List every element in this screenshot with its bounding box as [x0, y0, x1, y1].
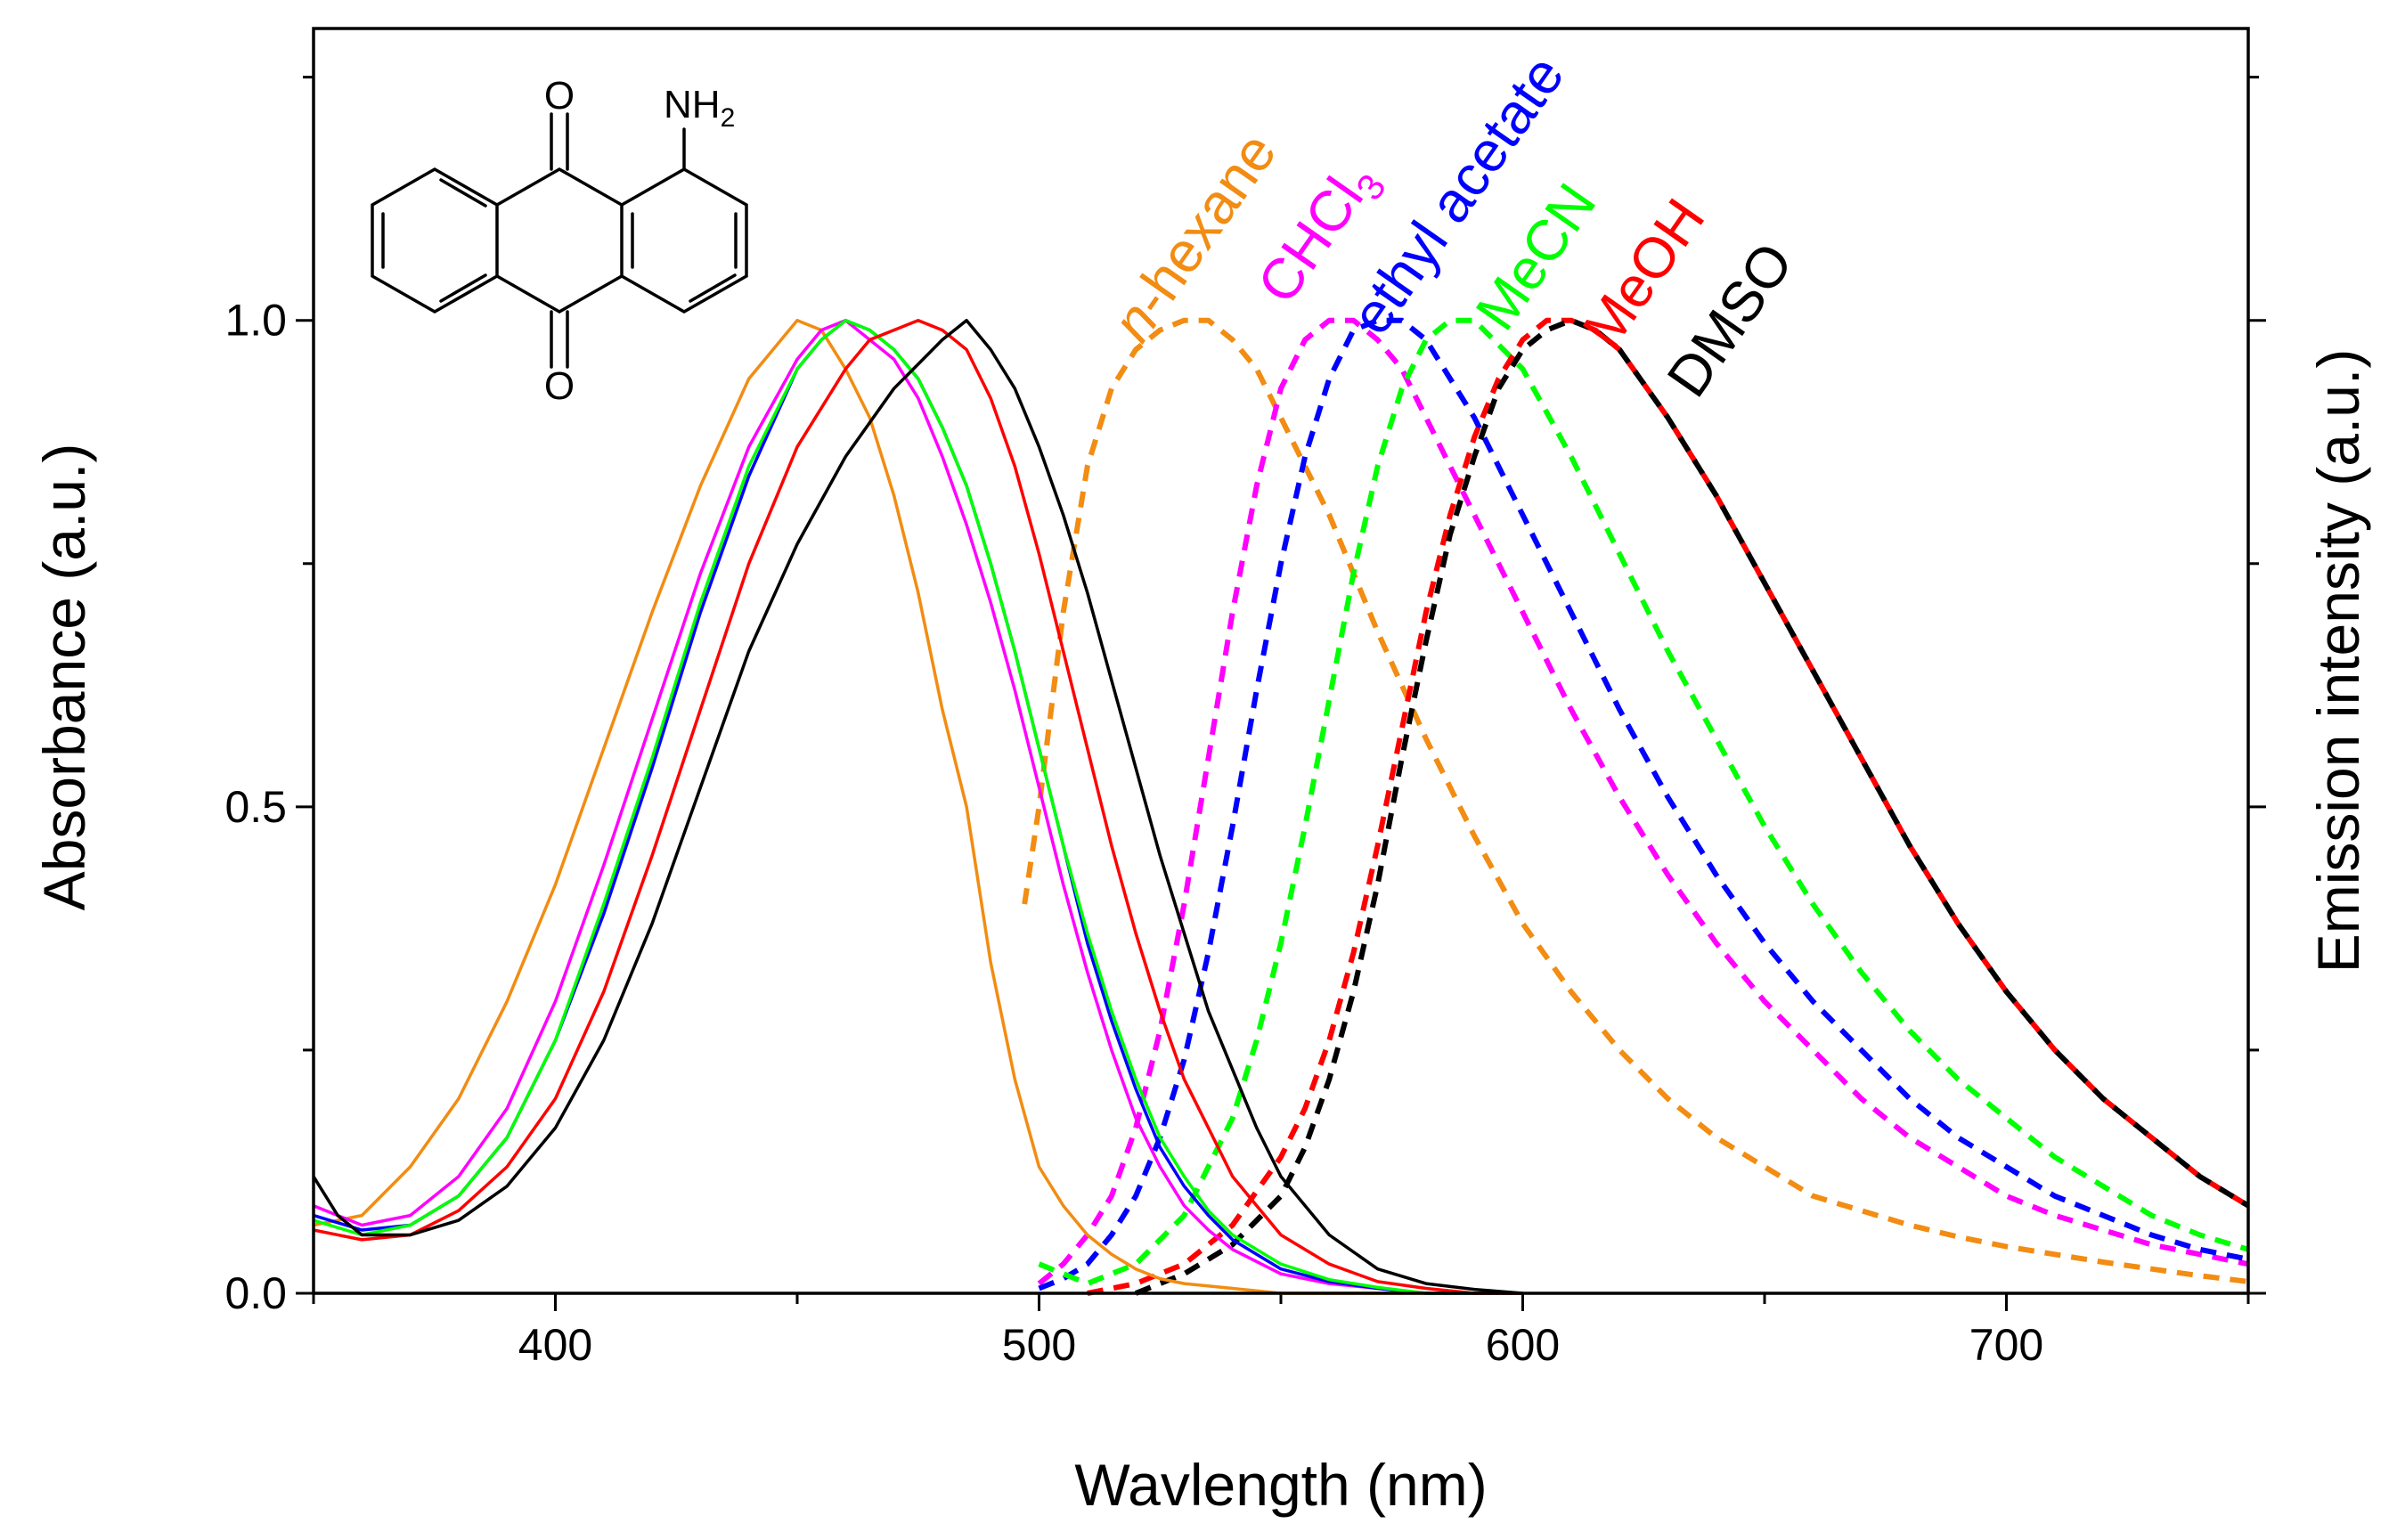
absorbance-curve-meoh: [313, 318, 1523, 1295]
amine-label: NH2: [664, 83, 735, 133]
amine-label-sub: 2: [721, 103, 736, 133]
absorbance-curve-dmso: [312, 318, 1523, 1295]
x-tick-label: 400: [518, 1320, 592, 1370]
emission-curve-n-hexane: [1022, 317, 2249, 1284]
axis-ticks: [296, 76, 2266, 1311]
emission-curve-ethyl-acetate: [1038, 317, 2249, 1291]
absorbance-curve-mecn: [313, 318, 1523, 1295]
x-axis-title: Wavlength (nm): [1074, 1452, 1487, 1518]
y-axis-title: Absorbance (a.u.): [31, 444, 97, 911]
emission-curve-dmso: [1134, 317, 2250, 1296]
y-tick-label: 0.0: [224, 1268, 287, 1318]
plot-frame: [312, 27, 2250, 1295]
absorbance-curve-chcl3: [313, 318, 1523, 1295]
amine-label-main: NH: [664, 83, 721, 126]
emission-curve-mecn: [1038, 317, 2249, 1287]
x-tick-label: 600: [1486, 1320, 1560, 1370]
absorbance-curve-n-hexane: [313, 318, 1523, 1295]
y2-axis-title: Emission intensity (a.u.): [2305, 349, 2371, 974]
y-tick-label: 0.5: [224, 782, 287, 832]
spectra-curves: [312, 317, 2250, 1296]
top-carbonyl-oxygen: O: [544, 74, 575, 118]
middle-ring-top: [495, 167, 624, 207]
x-tick-label: 700: [1969, 1320, 2043, 1370]
emission-curve-chcl3: [1037, 317, 2249, 1286]
left-ring-inner-bond-2: [439, 178, 487, 208]
bottom-carbonyl-oxygen: O: [544, 364, 575, 408]
y-tick-label: 1.0: [224, 296, 287, 346]
x-tick-label: 500: [1002, 1320, 1076, 1370]
middle-ring-bottom: [495, 274, 624, 314]
right-ring-inner-bond-3: [689, 273, 737, 303]
axis-tick-labels: 400 500 600 700 0.0 0.5 1.0: [224, 296, 2043, 1370]
molecule-structure: [371, 112, 748, 369]
left-ring-inner-bond-3: [439, 273, 487, 303]
right-ring: [620, 167, 748, 314]
